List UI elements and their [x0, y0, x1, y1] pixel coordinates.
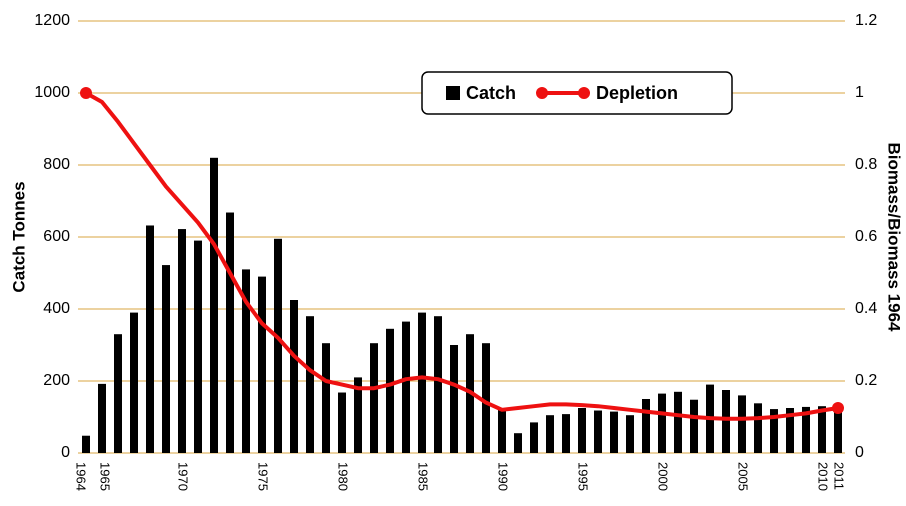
x-tick-label: 1970: [176, 462, 191, 491]
bar: [258, 276, 266, 453]
bar: [290, 300, 298, 453]
bar: [98, 383, 106, 453]
legend-swatch: [578, 87, 591, 99]
y2-tick-label: 0.6: [855, 228, 877, 245]
y-tick-label: 600: [43, 228, 70, 245]
y-tick-label: 800: [43, 156, 70, 173]
bar: [402, 321, 410, 453]
y2-tick-label: 0.4: [855, 300, 877, 317]
bar: [434, 316, 442, 453]
bar: [754, 403, 762, 453]
bar: [162, 265, 170, 453]
x-tick-label: 1964: [74, 462, 89, 491]
bar: [786, 408, 794, 453]
y-axis-label: Catch Tonnes: [9, 181, 28, 292]
x-tick-label: 2005: [736, 462, 751, 491]
legend: Catch Depletion: [421, 71, 733, 115]
bar: [770, 409, 778, 453]
x-tick-label: 1985: [416, 462, 431, 491]
bar: [658, 393, 666, 453]
bar: [562, 414, 570, 453]
y2-tick-label: 1.2: [855, 12, 877, 29]
bar: [322, 343, 330, 453]
y-tick-label: 0: [61, 444, 70, 461]
line: [85, 91, 839, 421]
y-tick-label: 200: [43, 372, 70, 389]
bar: [802, 406, 810, 453]
bar: [482, 343, 490, 453]
bar: [626, 415, 634, 453]
x-tick-label: 1965: [98, 462, 113, 491]
bar: [498, 408, 506, 453]
y2-tick-label: 0.2: [855, 372, 877, 389]
legend-label: Catch: [466, 83, 516, 103]
bar: [594, 410, 602, 453]
bar: [242, 269, 250, 453]
bar: [274, 238, 282, 453]
bar: [354, 377, 362, 453]
x-tick-label: 2011: [832, 462, 847, 490]
legend-swatch: [446, 86, 460, 100]
bar: [418, 312, 426, 453]
bar: [82, 435, 90, 453]
bar: [386, 328, 394, 453]
bar: [306, 316, 314, 453]
y2-tick-label: 0.8: [855, 156, 877, 173]
y2-tick-label: 1: [855, 84, 864, 101]
bar: [210, 157, 218, 454]
line-marker: [80, 87, 92, 99]
bar: [194, 240, 202, 453]
bar: [338, 392, 346, 453]
bar: [578, 408, 586, 453]
bar: [834, 406, 842, 453]
bar: [178, 229, 186, 453]
y-tick-label: 1000: [34, 84, 70, 101]
y-tick-label: 1200: [34, 12, 70, 29]
legend-swatch: [536, 87, 549, 99]
x-tick-label: 2000: [656, 462, 671, 491]
bar: [514, 433, 522, 453]
x-tick-label: 1990: [496, 462, 511, 491]
x-tick-label: 1995: [576, 462, 591, 491]
bar: [642, 399, 650, 453]
bar: [530, 422, 538, 453]
bar: [722, 390, 730, 453]
x-tick-label: 2010: [816, 462, 831, 491]
x-tick-label: 1975: [256, 462, 271, 491]
y2-tick-label: 0: [855, 444, 864, 461]
bar: [146, 225, 154, 453]
y-tick-label: 400: [43, 300, 70, 317]
y2-axis-label: Biomass/Biomass 1964: [885, 143, 904, 333]
bar: [450, 345, 458, 453]
bar: [690, 399, 698, 453]
bar: [130, 312, 138, 453]
bar: [546, 415, 554, 453]
line-marker: [832, 402, 844, 414]
bar: [226, 212, 234, 453]
bar: [738, 395, 746, 453]
legend-label: Depletion: [596, 83, 678, 103]
bar: [114, 334, 122, 453]
x-tick-label: 1980: [336, 462, 351, 491]
bar: [370, 343, 378, 453]
bar: [674, 391, 682, 453]
bar: [818, 406, 826, 453]
bar: [610, 411, 618, 453]
